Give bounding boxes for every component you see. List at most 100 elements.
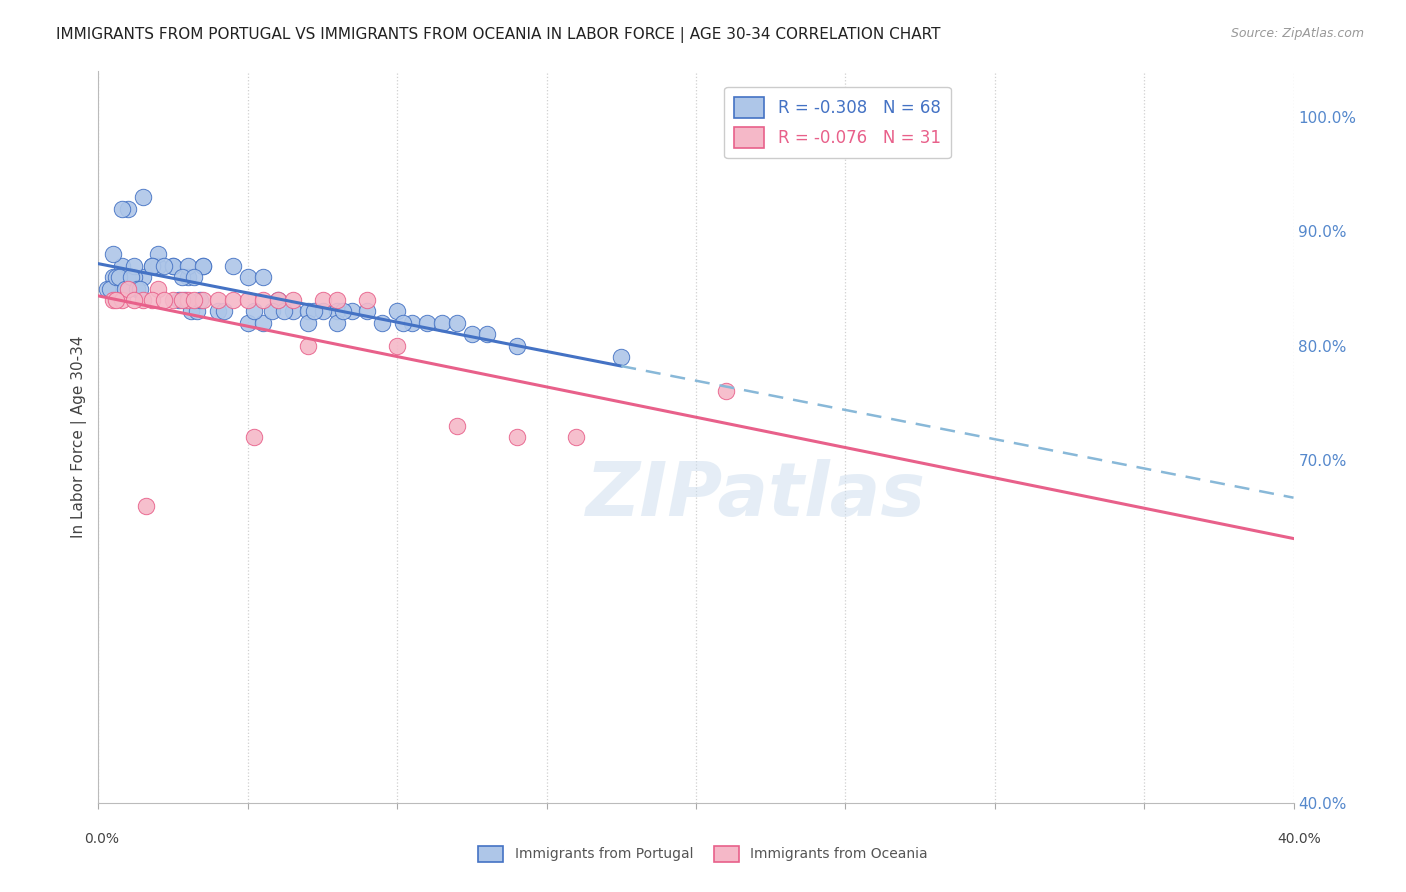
Point xyxy=(177,293,200,307)
Point xyxy=(135,499,157,513)
Point xyxy=(326,304,349,318)
Point xyxy=(174,293,197,307)
Point xyxy=(180,304,202,318)
Point xyxy=(105,270,128,285)
Point xyxy=(103,270,125,285)
Point xyxy=(236,270,259,285)
Point xyxy=(356,293,378,307)
Point xyxy=(311,304,333,318)
Point xyxy=(162,259,184,273)
Point xyxy=(385,338,409,352)
Point xyxy=(141,259,163,273)
Point xyxy=(117,281,139,295)
Point xyxy=(267,293,290,307)
Point xyxy=(148,281,170,295)
Point xyxy=(222,293,245,307)
Point xyxy=(297,304,319,318)
Text: ZIPatlas: ZIPatlas xyxy=(586,459,925,533)
Point xyxy=(243,304,266,318)
Point xyxy=(475,327,498,342)
Point xyxy=(117,202,139,216)
Point xyxy=(132,270,155,285)
Point xyxy=(356,304,378,318)
Point xyxy=(714,384,737,399)
Point xyxy=(191,293,214,307)
Point xyxy=(162,293,184,307)
Point xyxy=(311,293,333,307)
Point xyxy=(127,281,149,295)
Point xyxy=(148,259,170,273)
Point xyxy=(111,293,134,307)
Point xyxy=(392,316,415,330)
Point xyxy=(96,281,118,295)
Point xyxy=(281,304,304,318)
Text: 0.0%: 0.0% xyxy=(84,832,118,846)
Point xyxy=(461,327,484,342)
Point xyxy=(117,281,139,295)
Point xyxy=(212,304,235,318)
Legend: Immigrants from Portugal, Immigrants from Oceania: Immigrants from Portugal, Immigrants fro… xyxy=(472,840,934,867)
Point xyxy=(108,270,131,285)
Point xyxy=(565,430,588,444)
Point xyxy=(273,304,295,318)
Point xyxy=(124,270,146,285)
Legend: R = -0.308   N = 68, R = -0.076   N = 31: R = -0.308 N = 68, R = -0.076 N = 31 xyxy=(724,87,950,158)
Point xyxy=(430,316,453,330)
Point xyxy=(177,259,200,273)
Point xyxy=(141,293,163,307)
Point xyxy=(172,270,194,285)
Point xyxy=(129,281,152,295)
Point xyxy=(371,316,394,330)
Point xyxy=(191,259,214,273)
Point xyxy=(141,259,163,273)
Text: Source: ZipAtlas.com: Source: ZipAtlas.com xyxy=(1230,27,1364,40)
Point xyxy=(98,281,122,295)
Point xyxy=(188,293,211,307)
Point xyxy=(297,316,319,330)
Point xyxy=(332,304,354,318)
Point xyxy=(111,202,134,216)
Text: 40.0%: 40.0% xyxy=(1277,832,1322,846)
Point xyxy=(416,316,439,330)
Point xyxy=(506,430,529,444)
Point xyxy=(111,259,134,273)
Point xyxy=(297,338,319,352)
Point xyxy=(162,259,184,273)
Point xyxy=(132,190,155,204)
Point xyxy=(177,270,200,285)
Point xyxy=(446,316,468,330)
Point xyxy=(124,259,146,273)
Point xyxy=(252,316,274,330)
Point xyxy=(153,293,176,307)
Point xyxy=(103,247,125,261)
Point xyxy=(252,270,274,285)
Point xyxy=(326,293,349,307)
Point xyxy=(172,293,194,307)
Point xyxy=(120,270,142,285)
Point xyxy=(132,293,155,307)
Point xyxy=(252,293,274,307)
Point xyxy=(326,316,349,330)
Point xyxy=(385,304,409,318)
Point xyxy=(236,316,259,330)
Point xyxy=(401,316,423,330)
Point xyxy=(222,259,245,273)
Point xyxy=(267,293,290,307)
Point xyxy=(260,304,283,318)
Point xyxy=(506,338,529,352)
Point xyxy=(207,293,229,307)
Point xyxy=(446,418,468,433)
Point xyxy=(207,304,229,318)
Point xyxy=(610,350,633,364)
Point xyxy=(183,293,205,307)
Point xyxy=(183,270,205,285)
Point xyxy=(243,430,266,444)
Point xyxy=(153,259,176,273)
Point xyxy=(114,281,136,295)
Point xyxy=(302,304,325,318)
Point xyxy=(105,293,128,307)
Point xyxy=(236,293,259,307)
Point xyxy=(191,259,214,273)
Point xyxy=(167,293,190,307)
Text: IMMIGRANTS FROM PORTUGAL VS IMMIGRANTS FROM OCEANIA IN LABOR FORCE | AGE 30-34 C: IMMIGRANTS FROM PORTUGAL VS IMMIGRANTS F… xyxy=(56,27,941,43)
